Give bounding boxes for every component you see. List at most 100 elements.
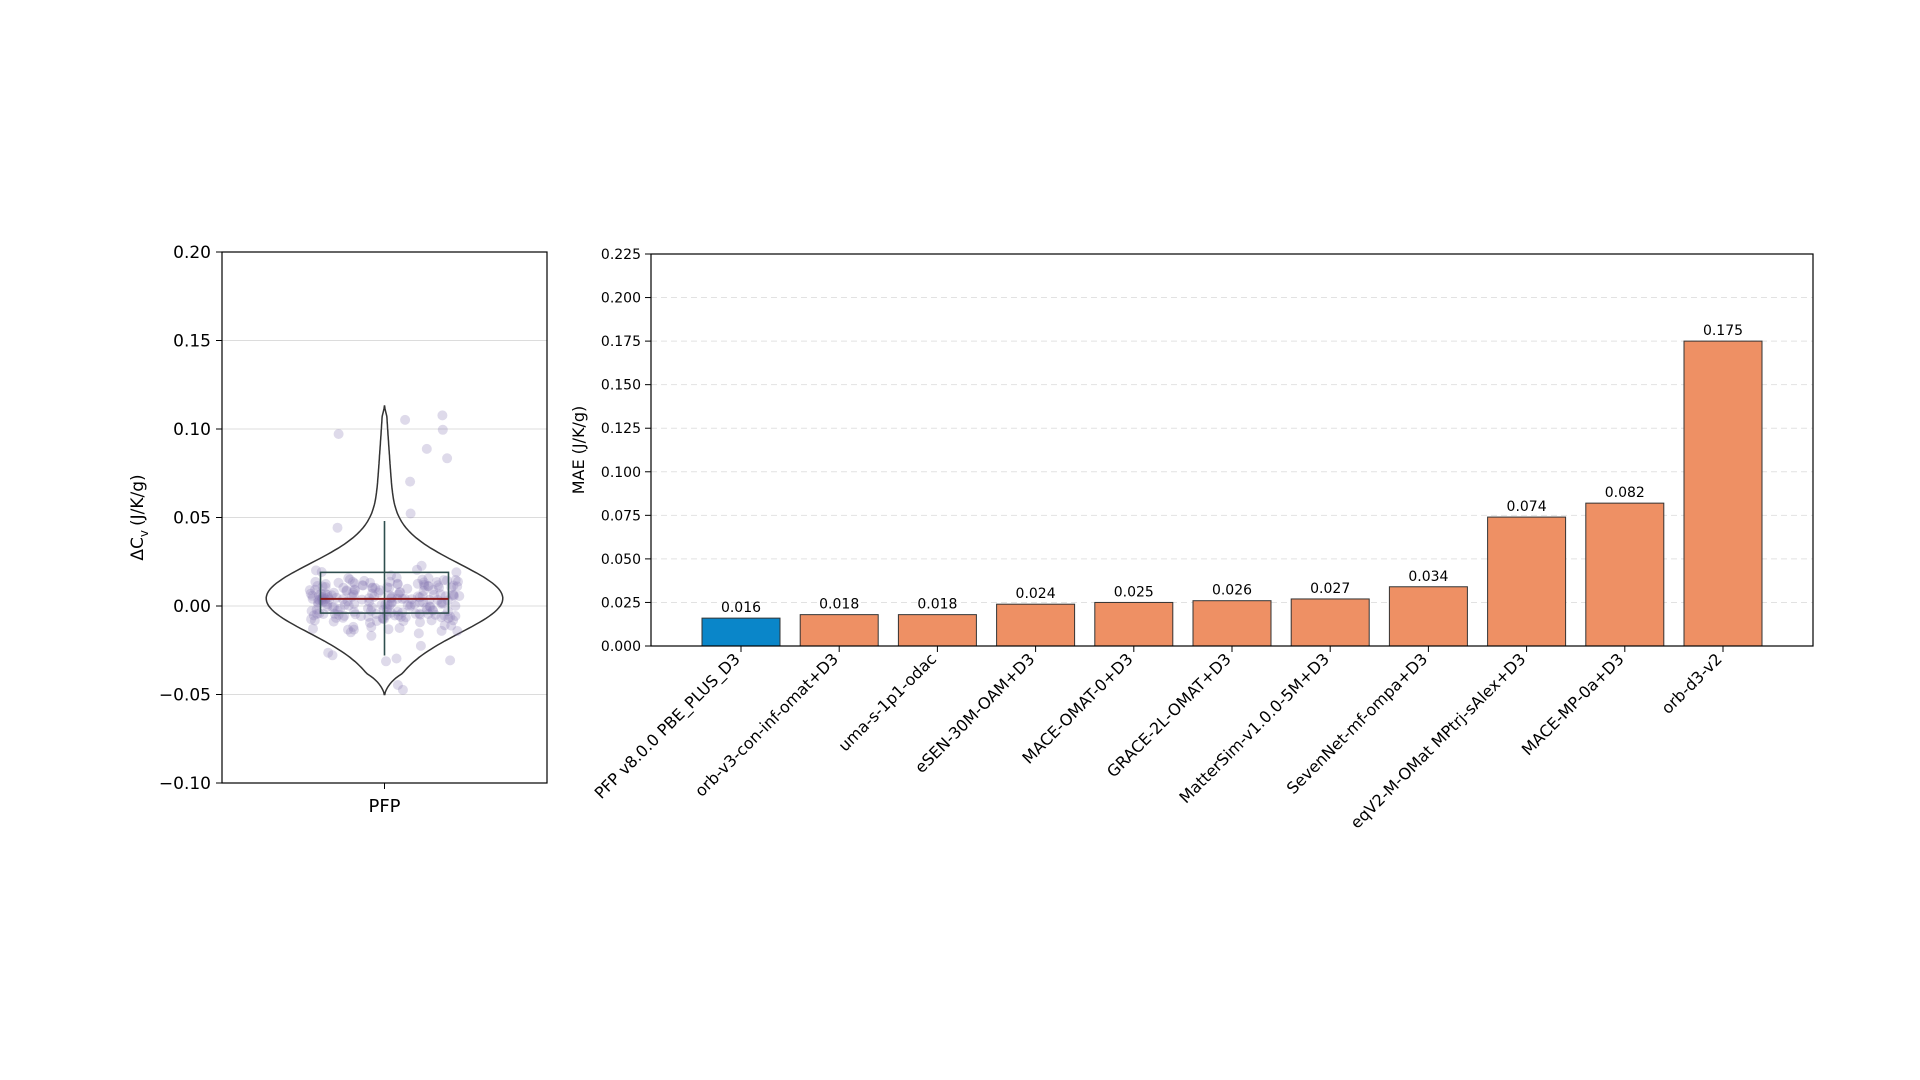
violin-point [419, 581, 430, 592]
violin-point [412, 578, 423, 589]
violin-y-tick-label: 0.10 [173, 420, 211, 440]
violin-point [437, 598, 448, 609]
violin-point [306, 614, 317, 625]
violin-point [343, 600, 354, 611]
violin-y-tick-label: 0.15 [173, 332, 211, 352]
bar-y-axis-label: MAE (J/K/g) [569, 406, 588, 495]
violin-point [394, 623, 405, 633]
bar-y-tick-label: 0.100 [601, 465, 641, 481]
violin-point [413, 628, 424, 639]
violin-point [378, 613, 388, 624]
violin-point [311, 565, 321, 576]
violin-point [349, 584, 360, 595]
bar [1585, 502, 1665, 647]
box-iqr [319, 571, 450, 614]
violin-point [348, 590, 359, 600]
violin-point [450, 600, 461, 611]
bar-value-label: 0.025 [1114, 584, 1154, 600]
violin-point [431, 577, 442, 587]
violin-point [392, 680, 403, 690]
violin-point [442, 453, 453, 464]
bar-value-labels: 0.016 0.018 0.018 0.024 0.025 0.026 0.027 0.034… [721, 323, 1743, 616]
violin-point [322, 599, 333, 610]
violin-point [312, 608, 323, 619]
violin-point [367, 582, 378, 593]
violin-point [313, 590, 324, 601]
violin-point [327, 602, 338, 613]
violin-panel: −0.10 −0.05 0.00 0.05 0.10 0.15 0.20 PFP ΔCv(J… [128, 243, 548, 817]
violin-point [406, 600, 416, 611]
violin-point [314, 608, 325, 619]
violin-point [323, 647, 334, 658]
violin-point [320, 579, 331, 589]
bar [1192, 600, 1272, 647]
violin-point [436, 625, 447, 636]
bar [799, 614, 879, 647]
violin-point [415, 640, 426, 651]
bar-y-tick-label: 0.150 [601, 378, 641, 394]
violin-point [425, 601, 436, 612]
violin-point [423, 580, 434, 591]
violin-point [400, 612, 411, 623]
bar-x-tick-label: eqV2-M-OMat MPtrj-sAlex+D3 [1347, 649, 1530, 832]
bar-value-label: 0.082 [1605, 485, 1645, 501]
violin-point [333, 577, 344, 588]
violin-point [445, 655, 456, 666]
violin-point [452, 626, 463, 636]
violin-point [331, 612, 341, 623]
violin-point [437, 410, 448, 421]
violin-point [412, 564, 422, 575]
violin-point [441, 575, 452, 586]
violin-shape [265, 405, 504, 696]
violin-y-tick-label: −0.05 [159, 686, 211, 706]
violin-point [405, 508, 416, 519]
bars [701, 340, 1763, 647]
violin-point [424, 601, 435, 612]
violin-point [384, 582, 395, 593]
violin-point [335, 603, 346, 614]
violin-point [347, 576, 358, 587]
violin-point [328, 587, 339, 598]
violin-point [385, 576, 395, 587]
violin-point [359, 575, 370, 586]
violin-point [396, 611, 406, 622]
violin-point [366, 630, 377, 641]
bar [1290, 598, 1370, 647]
violin-point [453, 576, 463, 587]
bar-value-label: 0.034 [1408, 569, 1448, 585]
violin-point [367, 588, 378, 599]
bar-y-tick-label: 0.200 [601, 291, 641, 307]
violin-point [341, 586, 352, 597]
bar-value-label: 0.018 [917, 597, 957, 613]
violin-point [310, 576, 321, 587]
violin-point [365, 617, 375, 628]
bar-y-ticks: 0.000 0.025 0.050 0.075 0.100 0.125 0.150 0.175… [601, 247, 651, 655]
violin-point [349, 578, 360, 589]
violin-point [386, 598, 397, 609]
violin-point [435, 589, 446, 600]
bar-y-tick-label: 0.125 [601, 421, 641, 437]
violin-point [344, 574, 355, 585]
violin-point [314, 595, 325, 606]
violin-point [405, 476, 416, 487]
violin-point [409, 599, 420, 610]
violin-point [416, 560, 427, 571]
bar [1094, 601, 1174, 647]
violin-point [392, 578, 403, 589]
violin-point [423, 581, 434, 592]
bar-value-label: 0.024 [1016, 586, 1056, 602]
violin-point [418, 586, 429, 596]
violin-point [426, 615, 437, 626]
violin-point [322, 601, 333, 612]
bar [897, 614, 977, 647]
violin-point [333, 429, 344, 439]
violin-point [432, 595, 443, 605]
violin-point [345, 627, 356, 638]
violin-point [392, 579, 403, 590]
bar [996, 603, 1076, 647]
violin-point [436, 598, 447, 609]
violin-point [307, 590, 318, 601]
violin-y-tick-label: 0.00 [173, 597, 211, 617]
violin-point [343, 624, 353, 635]
violin-point [338, 582, 349, 593]
